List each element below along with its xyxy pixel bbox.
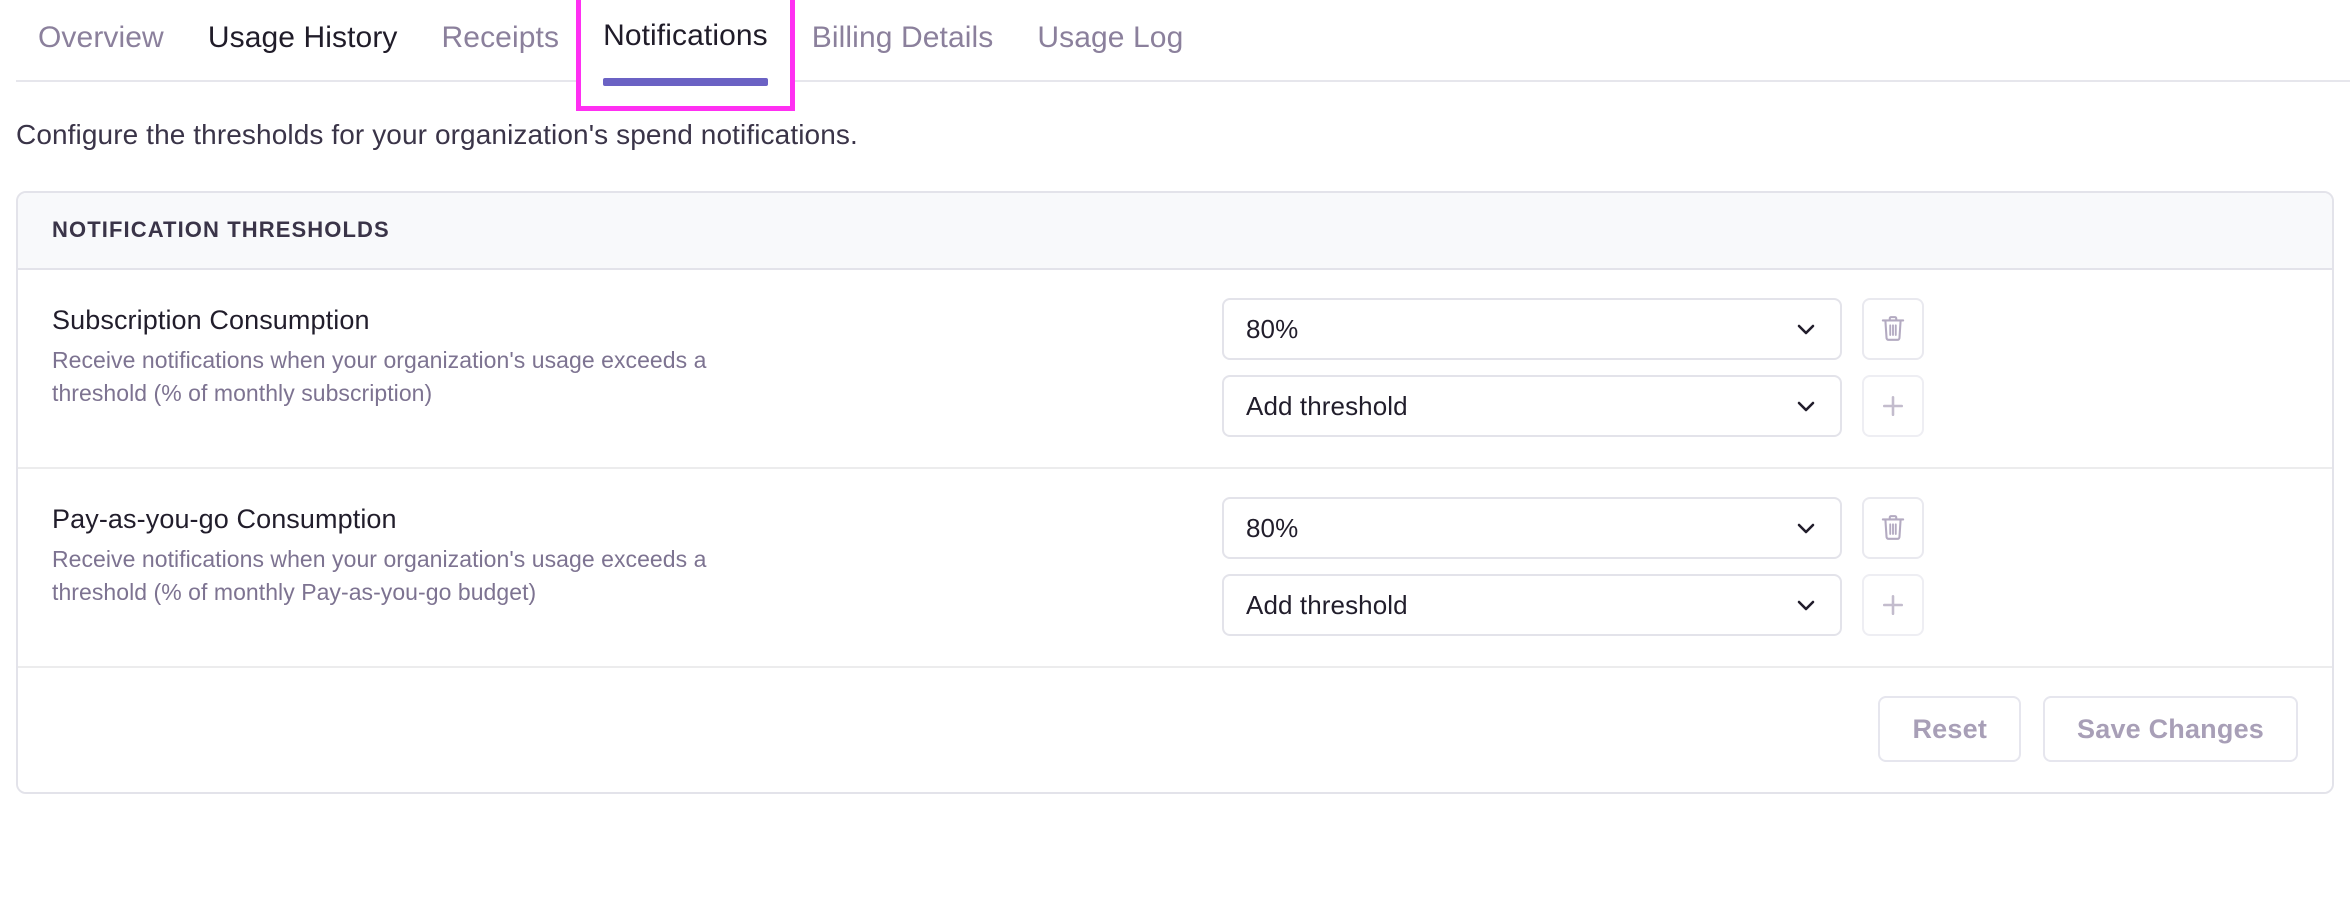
trash-icon <box>1879 314 1907 344</box>
threshold-row-subscription: Subscription Consumption Receive notific… <box>18 270 2332 469</box>
add-threshold-select-payg[interactable]: Add threshold <box>1222 574 1842 636</box>
tab-billing-details[interactable]: Billing Details <box>790 0 1016 58</box>
chevron-down-icon <box>1794 593 1818 617</box>
delete-threshold-button-payg[interactable] <box>1862 497 1924 559</box>
threshold-existing-line: 80% <box>1222 497 2298 559</box>
threshold-row-title: Subscription Consumption <box>52 305 370 335</box>
save-changes-button[interactable]: Save Changes <box>2043 696 2298 762</box>
tab-usage-log-label: Usage Log <box>1037 21 1184 54</box>
threshold-select-subscription[interactable]: 80% <box>1222 298 1842 360</box>
tab-billing-details-label: Billing Details <box>811 21 994 54</box>
threshold-row-controls: 80% <box>1222 497 2298 636</box>
threshold-select-value: 80% <box>1246 512 1299 543</box>
threshold-row-info: Subscription Consumption Receive notific… <box>52 298 1222 410</box>
tab-notifications[interactable]: Notifications <box>576 0 795 111</box>
threshold-add-line: Add threshold <box>1222 574 2298 636</box>
plus-icon <box>1879 392 1907 420</box>
card-footer: Reset Save Changes <box>18 668 2332 792</box>
card-header-title: NOTIFICATION THRESHOLDS <box>52 217 390 242</box>
threshold-row-description: Receive notifications when your organiza… <box>52 546 707 605</box>
add-threshold-button-subscription[interactable] <box>1862 375 1924 437</box>
add-threshold-button-payg[interactable] <box>1862 574 1924 636</box>
notification-thresholds-card: NOTIFICATION THRESHOLDS Subscription Con… <box>16 191 2334 794</box>
add-threshold-select-subscription[interactable]: Add threshold <box>1222 375 1842 437</box>
tab-receipts-label: Receipts <box>441 21 560 54</box>
add-threshold-placeholder: Add threshold <box>1246 390 1408 421</box>
tab-usage-history-label: Usage History <box>207 21 398 54</box>
card-header: NOTIFICATION THRESHOLDS <box>18 193 2332 270</box>
plus-icon <box>1879 591 1907 619</box>
threshold-select-payg[interactable]: 80% <box>1222 497 1842 559</box>
delete-threshold-button-subscription[interactable] <box>1862 298 1924 360</box>
threshold-row-description: Receive notifications when your organiza… <box>52 347 707 406</box>
threshold-select-value: 80% <box>1246 313 1299 344</box>
tab-usage-log[interactable]: Usage Log <box>1015 0 1205 58</box>
threshold-row-payg: Pay-as-you-go Consumption Receive notifi… <box>18 469 2332 668</box>
tab-active-underline <box>603 78 768 86</box>
tab-receipts[interactable]: Receipts <box>420 0 582 58</box>
threshold-existing-line: 80% <box>1222 298 2298 360</box>
tab-overview-label: Overview <box>38 21 164 54</box>
threshold-row-controls: 80% <box>1222 298 2298 437</box>
tab-usage-history[interactable]: Usage History <box>186 0 420 58</box>
save-changes-button-label: Save Changes <box>2077 713 2264 744</box>
tab-overview[interactable]: Overview <box>16 0 186 58</box>
tab-notifications-label: Notifications <box>603 19 768 52</box>
threshold-row-info: Pay-as-you-go Consumption Receive notifi… <box>52 497 1222 609</box>
tab-bar: Overview Usage History Receipts Notifica… <box>0 0 2350 111</box>
page-description: Configure the thresholds for your organi… <box>16 119 858 150</box>
reset-button[interactable]: Reset <box>1878 696 2022 762</box>
threshold-row-title: Pay-as-you-go Consumption <box>52 504 397 534</box>
chevron-down-icon <box>1794 394 1818 418</box>
tab-bar-divider <box>16 80 2350 82</box>
chevron-down-icon <box>1794 516 1818 540</box>
chevron-down-icon <box>1794 317 1818 341</box>
reset-button-label: Reset <box>1912 713 1988 744</box>
threshold-add-line: Add threshold <box>1222 375 2298 437</box>
trash-icon <box>1879 513 1907 543</box>
add-threshold-placeholder: Add threshold <box>1246 589 1408 620</box>
